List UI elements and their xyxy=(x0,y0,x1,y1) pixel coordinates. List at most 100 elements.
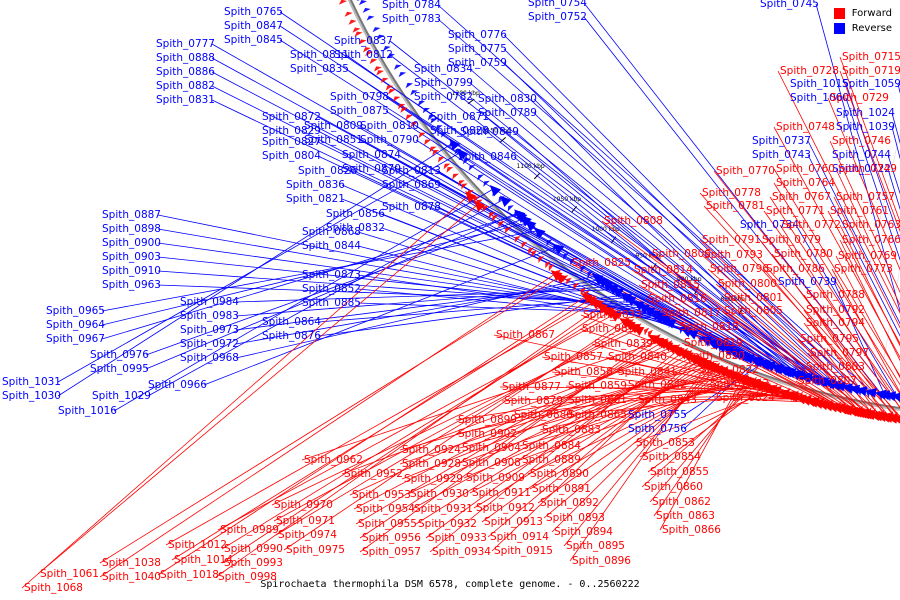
forward-gene-label: Spith_0824 xyxy=(716,392,775,404)
reverse-gene-arrow xyxy=(878,390,891,401)
reverse-gene-label: Spith_0869 xyxy=(382,179,441,191)
forward-gene-label: Spith_0855 xyxy=(650,466,709,478)
forward-gene-block xyxy=(715,362,721,371)
forward-gene-arrow xyxy=(672,347,685,358)
reverse-gene-label: Spith_1039 xyxy=(836,121,895,133)
reverse-leader-line xyxy=(397,168,749,357)
scale-label: 1050 kbp xyxy=(553,196,581,203)
forward-gene-block xyxy=(609,307,616,316)
forward-gene-block xyxy=(562,274,569,283)
forward-gene-block xyxy=(410,121,418,128)
reverse-gene-block xyxy=(605,282,611,291)
scale-label: 850 kbp xyxy=(720,296,745,303)
forward-leader-line xyxy=(527,376,735,475)
forward-gene-label: Spith_0771 xyxy=(766,205,825,217)
forward-gene-label: Spith_0805 xyxy=(724,305,783,317)
forward-gene-label: Spith_0801 xyxy=(724,292,783,304)
forward-gene-block xyxy=(358,39,367,45)
reverse-gene-label: Spith_0754 xyxy=(528,0,587,9)
reverse-gene-label: Spith_0870 xyxy=(342,163,401,175)
reverse-gene-label: Spith_0966 xyxy=(148,379,207,391)
reverse-gene-block xyxy=(630,298,636,307)
forward-gene-block xyxy=(764,381,770,390)
gene-arrows xyxy=(338,0,900,424)
reverse-gene-label: Spith_0775 xyxy=(448,43,507,55)
reverse-gene-label: Spith_0739 xyxy=(778,276,837,288)
forward-gene-label: Spith_0822 xyxy=(700,364,759,376)
forward-leader-line xyxy=(415,355,687,525)
reverse-gene-block xyxy=(405,82,414,89)
reverse-gene-label: Spith_0745 xyxy=(760,0,819,10)
forward-gene-block xyxy=(777,385,782,394)
forward-leader-line xyxy=(283,321,624,551)
forward-leader-line xyxy=(829,140,900,294)
forward-leader-line xyxy=(641,384,757,488)
forward-gene-label: Spith_0857 xyxy=(544,351,603,363)
forward-leader-line xyxy=(399,363,705,465)
reverse-gene-label: Spith_0830 xyxy=(478,93,537,105)
forward-gene-label: Spith_0780 xyxy=(774,248,833,260)
forward-gene-label: Spith_1012 xyxy=(168,539,227,551)
reverse-gene-label: Spith_0963 xyxy=(102,279,161,291)
forward-leader-line xyxy=(653,381,747,517)
forward-leader-line xyxy=(407,359,696,495)
forward-gene-block xyxy=(362,47,371,53)
reverse-gene-label: Spith_0903 xyxy=(102,251,161,263)
forward-gene-label: Spith_0772 xyxy=(782,219,841,231)
forward-gene-label: Spith_0863 xyxy=(656,510,715,522)
forward-gene-label: Spith_0818 xyxy=(680,321,739,333)
reverse-gene-block xyxy=(726,347,732,356)
reverse-leader-line xyxy=(389,54,814,379)
reverse-gene-label: Spith_0831 xyxy=(156,94,215,106)
forward-leader-line xyxy=(341,349,675,475)
forward-gene-label: Spith_0763 xyxy=(842,219,900,231)
forward-leader-line xyxy=(639,388,769,458)
forward-leader-line xyxy=(721,297,865,415)
forward-leader-line xyxy=(681,342,832,408)
reverse-gene-block xyxy=(746,355,752,364)
reverse-leader-line xyxy=(437,206,728,349)
reverse-gene-label: Spith_0871 xyxy=(430,111,489,123)
reverse-gene-label: Spith_0832 xyxy=(326,222,385,234)
reverse-gene-label: Spith_1015 xyxy=(790,78,849,90)
reverse-leader-line xyxy=(437,18,862,390)
forward-leader-line xyxy=(839,70,900,233)
forward-gene-label: Spith_0814 xyxy=(634,264,693,276)
reverse-gene-block xyxy=(507,205,514,212)
forward-gene-block xyxy=(624,316,631,325)
forward-gene-label: Spith_0859 xyxy=(568,380,627,392)
forward-gene-label: Spith_0773 xyxy=(834,263,893,275)
reverse-gene-arrow xyxy=(457,148,469,160)
reverse-gene-block xyxy=(698,335,704,344)
reverse-gene-label: Spith_0856 xyxy=(326,208,385,220)
forward-gene-label: Spith_0770 xyxy=(716,165,775,177)
reverse-gene-block xyxy=(612,287,618,296)
forward-leader-line xyxy=(839,56,900,223)
forward-gene-label: Spith_0894 xyxy=(554,526,613,538)
reverse-gene-label: Spith_0810 xyxy=(360,120,419,132)
reverse-gene-label: Spith_0804 xyxy=(262,150,321,162)
forward-leader-line xyxy=(803,322,875,417)
forward-gene-label: Spith_0764 xyxy=(776,177,835,189)
forward-leader-line xyxy=(699,192,900,417)
forward-gene-block xyxy=(528,247,535,255)
forward-gene-block xyxy=(429,146,437,153)
reverse-gene-label: Spith_0837 xyxy=(334,35,393,47)
reverse-gene-block xyxy=(513,211,521,218)
reverse-gene-label: Spith_0875 xyxy=(330,105,389,117)
reverse-gene-block xyxy=(849,385,854,395)
forward-gene-label: Spith_0911 xyxy=(472,487,531,499)
forward-gene-block xyxy=(794,390,799,399)
reverse-gene-label: Spith_0783 xyxy=(382,13,441,25)
forward-gene-block xyxy=(476,199,483,206)
forward-gene-block xyxy=(514,235,521,243)
forward-gene-arrow xyxy=(580,292,594,304)
reverse-leader-line xyxy=(317,141,749,357)
forward-gene-block xyxy=(573,282,579,291)
reverse-gene-block xyxy=(641,305,647,314)
forward-gene-label: Spith_0778 xyxy=(702,187,761,199)
reverse-leader-line xyxy=(345,68,800,375)
forward-gene-label: Spith_0803 xyxy=(806,361,865,373)
reverse-gene-block xyxy=(706,338,712,348)
